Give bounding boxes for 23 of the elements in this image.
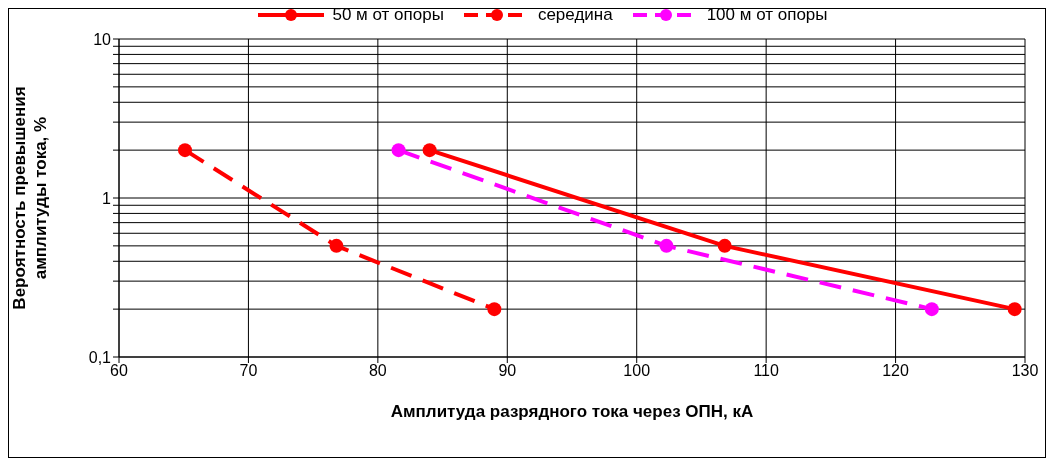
point xyxy=(391,143,406,158)
legend-label: середина xyxy=(537,5,613,25)
x-tick-label: 60 xyxy=(110,362,128,380)
y-tick-label: 10 xyxy=(93,30,112,48)
x-tick-label: 70 xyxy=(239,362,258,380)
point xyxy=(924,302,939,317)
point xyxy=(487,302,502,317)
point xyxy=(659,238,674,253)
x-tick-label: 80 xyxy=(368,362,387,380)
point xyxy=(717,238,732,253)
x-tick-label: 130 xyxy=(1011,362,1039,380)
point xyxy=(422,143,437,158)
y-tick-label: 0,1 xyxy=(88,348,112,366)
point xyxy=(178,143,193,158)
x-tick-label: 100 xyxy=(623,362,651,380)
y-axis-title: Вероятность превышения амплитуды тока, % xyxy=(10,86,50,310)
point xyxy=(329,238,344,253)
x-tick-label: 90 xyxy=(498,362,517,380)
x-tick-label: 120 xyxy=(882,362,910,380)
point xyxy=(1007,302,1022,317)
x-tick-label: 110 xyxy=(753,362,779,380)
y-tick-label: 1 xyxy=(102,189,112,207)
x-axis-title: Амплитуда разрядного тока через ОПН, кА xyxy=(390,402,754,421)
